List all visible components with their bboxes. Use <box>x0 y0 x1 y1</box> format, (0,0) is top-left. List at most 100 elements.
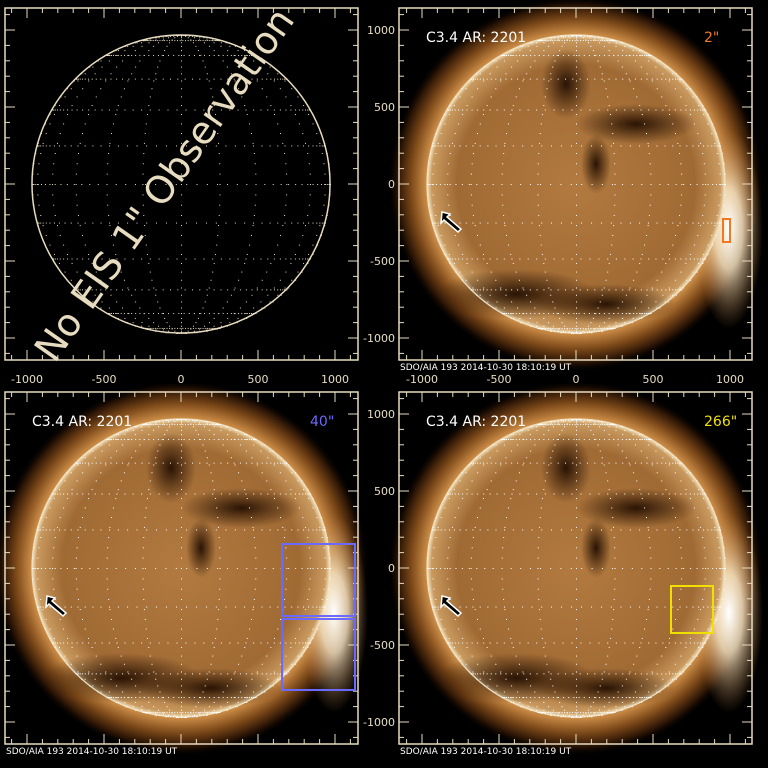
grid-dot <box>59 109 61 111</box>
grid-dot <box>641 54 643 56</box>
grid-dot <box>59 517 61 519</box>
grid-dot <box>519 258 521 260</box>
grid-dot <box>576 184 577 185</box>
grid-dot <box>605 424 607 426</box>
grid-dot <box>605 40 607 42</box>
grid-dot <box>166 322 168 324</box>
grid-dot <box>227 317 229 319</box>
grid-dot <box>117 262 119 264</box>
grid-dot <box>548 322 550 324</box>
grid-dot <box>465 529 467 531</box>
grid-dot <box>692 529 694 531</box>
grid-dot <box>681 462 683 464</box>
grid-dot <box>512 54 514 56</box>
grid-dot <box>587 332 589 334</box>
grid-dot <box>210 327 212 329</box>
grid-dot <box>576 434 577 436</box>
grid-dot <box>664 529 666 531</box>
grid-dot <box>178 419 180 421</box>
grid-dot <box>601 78 603 80</box>
grid-dot <box>146 114 148 116</box>
grid-dot <box>587 462 589 464</box>
grid-dot <box>495 606 497 608</box>
grid-dot <box>512 438 514 440</box>
grid-dot <box>181 691 182 693</box>
grid-dot <box>700 109 702 111</box>
grid-dot <box>690 184 692 185</box>
eis-fov-box <box>722 218 731 243</box>
grid-dot <box>651 671 653 673</box>
grid-dot <box>106 697 108 699</box>
grid-dot <box>601 462 603 464</box>
grid-dot <box>644 244 646 246</box>
grid-dot <box>100 289 102 291</box>
grid-dot <box>483 287 485 289</box>
grid-dot <box>544 711 546 713</box>
grid-dot <box>127 429 129 431</box>
grid-dot <box>449 184 451 185</box>
grid-dot <box>155 78 157 80</box>
grid-dot <box>298 507 300 509</box>
grid-dot <box>553 493 555 495</box>
grid-dot <box>245 697 247 699</box>
grid-dot <box>520 184 522 185</box>
grid-dot <box>592 50 594 52</box>
grid-dot <box>260 642 262 644</box>
grid-dot <box>241 655 243 657</box>
grid-dot <box>661 673 663 675</box>
grid-dot <box>261 307 263 309</box>
grid-dot <box>139 307 141 309</box>
grid-dot <box>89 450 91 452</box>
grid-dot <box>576 225 577 227</box>
grid-dot <box>128 462 130 464</box>
grid-dot <box>181 714 182 716</box>
grid-dot <box>107 204 109 206</box>
grid-dot <box>285 493 287 495</box>
grid-dot <box>158 330 160 332</box>
grid-dot <box>294 637 296 639</box>
grid-dot <box>529 462 531 464</box>
grid-dot <box>716 222 718 224</box>
grid-dot <box>704 194 706 196</box>
grid-dot <box>561 706 563 708</box>
grid-dot <box>234 45 236 47</box>
grid-dot <box>225 222 227 224</box>
grid-dot <box>656 606 658 608</box>
grid-dot <box>599 450 601 452</box>
grid-dot <box>212 40 214 42</box>
grid-dot <box>569 37 571 39</box>
grid-dot <box>125 322 127 324</box>
grid-dot <box>227 50 229 52</box>
grid-dot <box>169 35 171 37</box>
grid-dot <box>589 332 591 334</box>
grid-dot <box>204 424 206 426</box>
grid-dot <box>640 313 642 315</box>
grid-dot <box>253 642 255 644</box>
grid-dot <box>115 637 117 639</box>
grid-dot <box>128 673 130 675</box>
grid-dot <box>580 258 582 260</box>
grid-dot <box>512 317 514 319</box>
grid-dot <box>569 711 571 713</box>
grid-dot <box>81 133 83 135</box>
grid-dot <box>500 671 502 673</box>
grid-dot <box>317 507 319 509</box>
grid-dot <box>468 80 470 82</box>
grid-dot <box>145 327 147 329</box>
grid-dot <box>492 568 494 569</box>
grid-dot <box>459 96 461 98</box>
grid-dot <box>100 444 102 446</box>
grid-dot <box>466 489 468 491</box>
grid-dot <box>563 714 565 716</box>
grid-dot <box>576 194 577 196</box>
grid-dot <box>648 109 650 111</box>
grid-dot <box>582 40 584 42</box>
grid-dot <box>471 547 473 549</box>
grid-dot <box>601 712 603 714</box>
grid-dot <box>680 163 682 165</box>
grid-dot <box>617 313 619 315</box>
grid-dot <box>646 673 648 675</box>
grid-dot <box>502 163 504 165</box>
grid-dot <box>40 133 42 135</box>
grid-dot <box>110 294 112 296</box>
